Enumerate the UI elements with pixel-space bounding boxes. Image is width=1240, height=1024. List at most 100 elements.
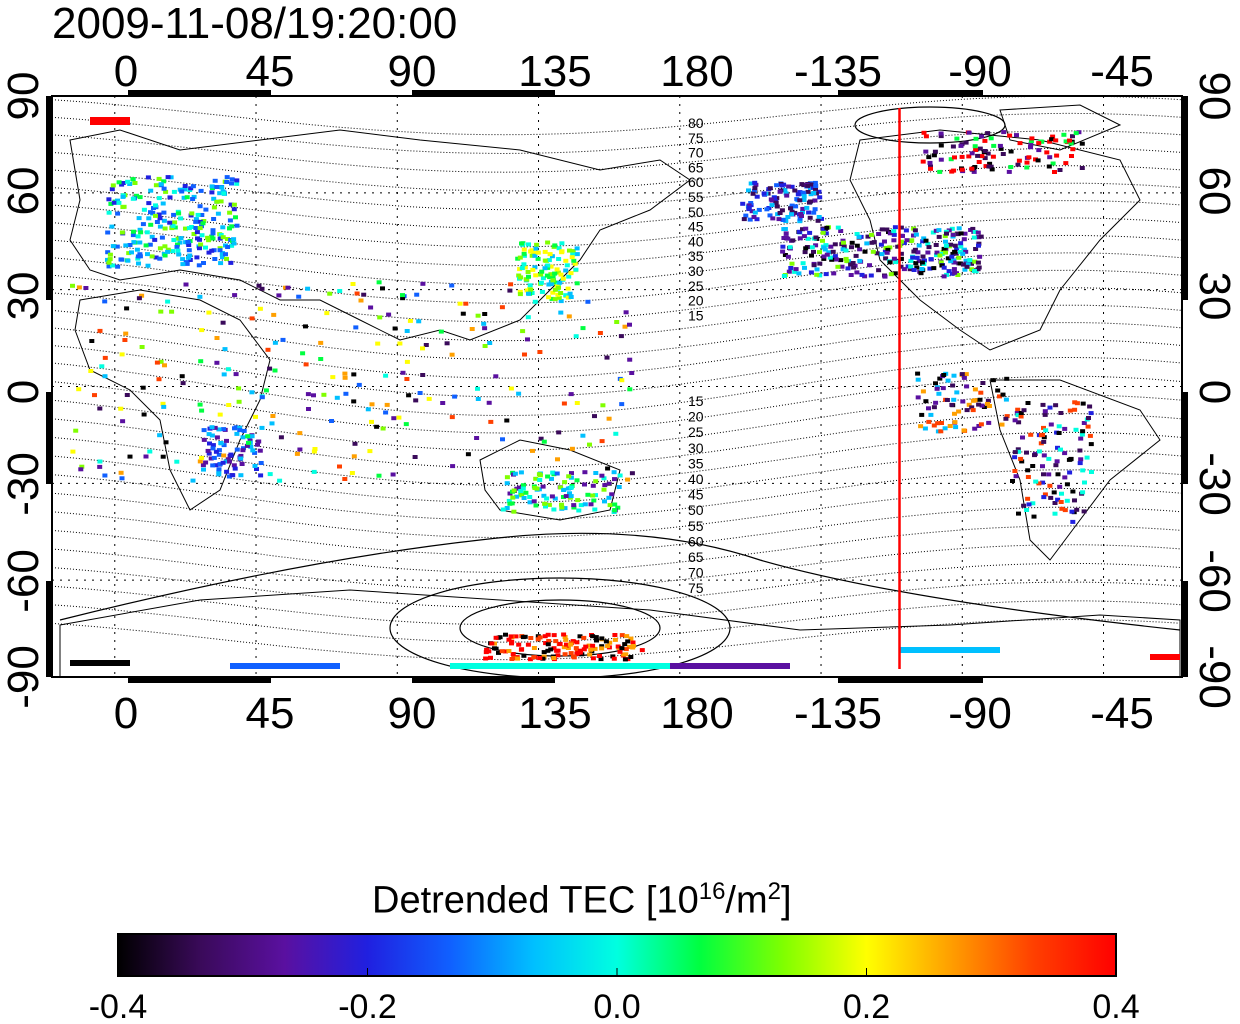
magnetic-contour [52,506,1182,556]
tec-point [926,245,932,250]
tec-point [115,211,121,216]
tec-point [546,295,552,300]
tec-point [1015,447,1021,452]
tec-point [247,438,253,443]
tec-point [743,213,749,218]
tec-point [225,245,231,249]
tec-point [515,656,521,661]
tec-point [511,655,517,660]
tec-point [219,185,225,190]
tec-point [187,258,193,262]
tec-point [910,255,916,260]
tec-point [567,642,573,647]
tec-point [354,291,360,296]
tec-point [612,633,618,637]
tec-point [252,450,258,455]
tec-point [1070,519,1076,524]
tec-point [560,276,566,281]
tec-point [215,211,221,216]
tec-point [1013,474,1019,479]
tec-point [814,267,820,272]
tec-point [140,222,146,227]
bottom-lon-tick: -135 [794,689,882,738]
tec-point [162,226,168,231]
tec-point [815,218,821,223]
top-lon-tick: 135 [518,47,591,96]
tec-point [220,255,225,260]
tec-point [985,398,991,403]
tec-point [972,387,978,392]
tec-point [153,203,158,208]
tec-point [949,226,955,231]
tec-point [616,485,622,489]
tec-point [575,498,581,503]
tec-band [900,647,1000,653]
tec-point [977,397,983,402]
tec-point [1052,511,1058,516]
tec-point [161,404,167,409]
tec-point [898,239,904,244]
tec-point [175,248,181,253]
tec-point [135,234,141,239]
tec-point [1041,439,1047,444]
tec-point [964,384,970,389]
tec-point [285,285,291,290]
tec-point [337,289,343,293]
tec-point [788,266,794,270]
tec-point [130,196,136,201]
tec-point [607,503,613,508]
tec-point [1079,432,1085,437]
tec-point [157,224,163,229]
tec-point [891,229,897,234]
tec-point [542,258,548,263]
tec-point [1016,511,1021,516]
tec-point [482,344,488,348]
tec-point [882,274,888,279]
tec-point [848,262,854,267]
tec-point [199,455,205,460]
tec-point [940,386,946,391]
tec-point [349,471,355,475]
tec-point [250,448,256,453]
tec-point [521,247,527,252]
magnetic-contour [52,217,1182,267]
tec-point [508,634,514,639]
magnetic-contour [52,618,1182,661]
tec-point [920,389,926,394]
tec-point [571,503,577,508]
tec-point [139,345,145,349]
tec-point [941,246,947,251]
tec-point [546,258,552,263]
tec-point [1070,147,1076,152]
tec-point [383,373,389,378]
tec-point [1004,376,1010,381]
tec-point [948,242,954,247]
tec-point [193,226,199,230]
axis-bar-left [46,581,52,677]
tec-point [630,645,636,650]
tec-point [1018,456,1024,461]
tec-point [503,649,508,654]
tec-point [853,253,859,258]
tec-point [567,491,572,496]
tec-point [1047,483,1053,488]
tec-point [985,151,991,156]
tec-point [211,217,217,221]
tec-point [516,391,522,396]
tec-point [342,371,348,376]
tec-point [1079,141,1085,146]
right-lat-tick: -60 [1190,549,1239,613]
tec-point [105,257,110,262]
tec-point [118,406,124,411]
tec-point [1048,495,1054,500]
tec-point [1012,450,1018,455]
tec-point [233,372,239,377]
tec-point [227,210,233,215]
tec-point [507,288,513,293]
tec-point [1035,158,1041,163]
tec-point [416,319,422,324]
tec-point [577,634,583,639]
tec-point [532,265,538,270]
tec-point [788,206,793,211]
tec-point [198,359,204,364]
